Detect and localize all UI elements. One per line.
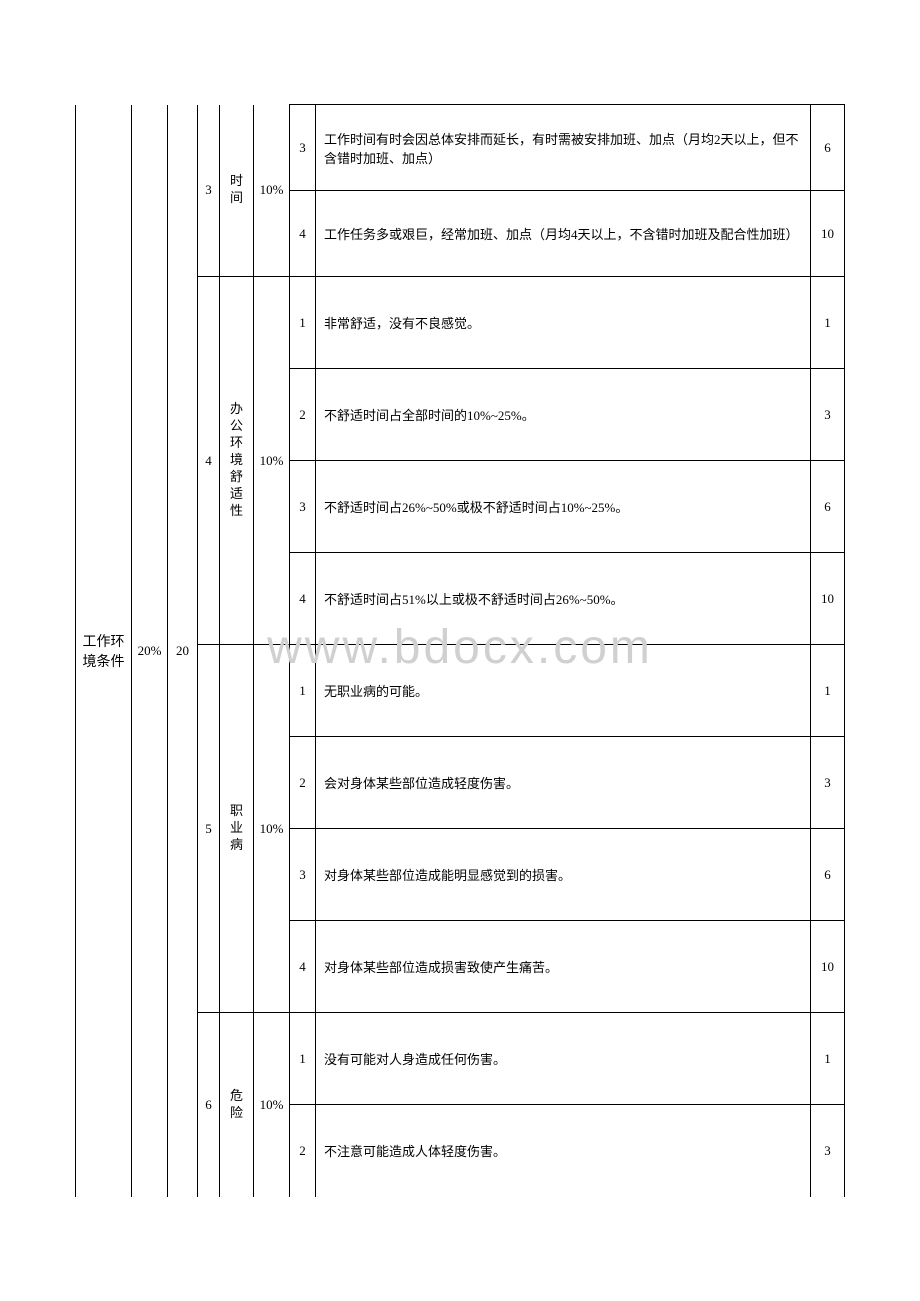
- factor-index: 5: [198, 645, 220, 1013]
- category-name: 工作环境条件: [76, 105, 132, 1197]
- level-desc: 无职业病的可能。: [316, 645, 811, 737]
- level-desc: 工作任务多或艰巨，经常加班、加点（月均4天以上，不含错时加班及配合性加班）: [316, 191, 811, 277]
- level-num: 1: [290, 277, 316, 369]
- factor-index: 6: [198, 1013, 220, 1197]
- category-max: 20: [168, 105, 198, 1197]
- level-score: 3: [811, 1105, 845, 1197]
- level-desc: 工作时间有时会因总体安排而延长，有时需被安排加班、加点（月均2天以上，但不含错时…: [316, 105, 811, 191]
- factor-name: 危险: [220, 1013, 254, 1197]
- level-desc: 不注意可能造成人体轻度伤害。: [316, 1105, 811, 1197]
- level-num: 2: [290, 369, 316, 461]
- level-score: 3: [811, 737, 845, 829]
- level-num: 4: [290, 553, 316, 645]
- evaluation-table: 工作环境条件 20% 20 3 时间 10% 3 工作时间有时会因总体安排而延长…: [75, 104, 845, 1197]
- category-percent: 20%: [132, 105, 168, 1197]
- level-desc: 会对身体某些部位造成轻度伤害。: [316, 737, 811, 829]
- level-num: 2: [290, 737, 316, 829]
- level-score: 10: [811, 553, 845, 645]
- level-num: 1: [290, 1013, 316, 1105]
- level-desc: 不舒适时间占26%~50%或极不舒适时间占10%~25%。: [316, 461, 811, 553]
- level-num: 3: [290, 829, 316, 921]
- factor-index: 3: [198, 105, 220, 277]
- factor-weight: 10%: [254, 277, 290, 645]
- level-score: 1: [811, 277, 845, 369]
- level-desc: 对身体某些部位造成损害致使产生痛苦。: [316, 921, 811, 1013]
- level-desc: 非常舒适，没有不良感觉。: [316, 277, 811, 369]
- factor-weight: 10%: [254, 1013, 290, 1197]
- level-num: 4: [290, 921, 316, 1013]
- level-score: 6: [811, 829, 845, 921]
- level-num: 3: [290, 105, 316, 191]
- factor-weight: 10%: [254, 105, 290, 277]
- level-score: 6: [811, 105, 845, 191]
- level-score: 6: [811, 461, 845, 553]
- level-desc: 对身体某些部位造成能明显感觉到的损害。: [316, 829, 811, 921]
- level-score: 10: [811, 191, 845, 277]
- level-num: 2: [290, 1105, 316, 1197]
- level-num: 4: [290, 191, 316, 277]
- level-score: 1: [811, 645, 845, 737]
- level-score: 10: [811, 921, 845, 1013]
- factor-weight: 10%: [254, 645, 290, 1013]
- level-desc: 没有可能对人身造成任何伤害。: [316, 1013, 811, 1105]
- level-num: 1: [290, 645, 316, 737]
- level-desc: 不舒适时间占51%以上或极不舒适时间占26%~50%。: [316, 553, 811, 645]
- level-num: 3: [290, 461, 316, 553]
- factor-name: 职业病: [220, 645, 254, 1013]
- level-desc: 不舒适时间占全部时间的10%~25%。: [316, 369, 811, 461]
- factor-name: 办公环境舒适性: [220, 277, 254, 645]
- factor-index: 4: [198, 277, 220, 645]
- level-score: 1: [811, 1013, 845, 1105]
- level-score: 3: [811, 369, 845, 461]
- factor-name: 时间: [220, 105, 254, 277]
